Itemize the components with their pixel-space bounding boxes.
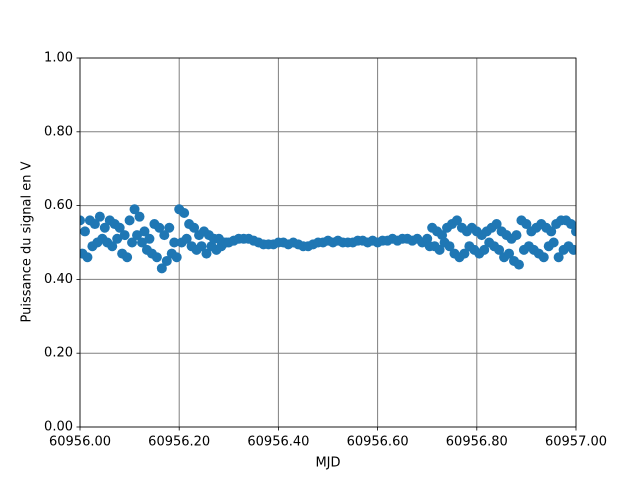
point bbox=[451, 215, 462, 226]
y-axis-label: Puissance du signal en V bbox=[20, 161, 35, 322]
point bbox=[114, 222, 125, 233]
point bbox=[568, 244, 576, 255]
point bbox=[80, 226, 90, 237]
y-tick-label: 0.60 bbox=[44, 198, 73, 213]
point bbox=[511, 230, 522, 241]
point bbox=[151, 252, 162, 263]
points bbox=[80, 204, 576, 274]
point bbox=[99, 222, 110, 233]
point bbox=[494, 244, 505, 255]
point bbox=[124, 215, 135, 226]
x-axis-label: MJD bbox=[315, 456, 340, 471]
point bbox=[553, 252, 564, 263]
point bbox=[132, 230, 143, 241]
point bbox=[139, 226, 150, 237]
point bbox=[122, 252, 133, 263]
point bbox=[491, 219, 502, 230]
point bbox=[154, 222, 165, 233]
point bbox=[112, 233, 123, 244]
x-tick-label: 60957.00 bbox=[545, 435, 607, 450]
point bbox=[513, 259, 524, 270]
point bbox=[107, 241, 118, 252]
point bbox=[459, 248, 470, 259]
point bbox=[127, 237, 138, 248]
point bbox=[134, 211, 145, 222]
y-tick-label: 0.00 bbox=[44, 420, 73, 435]
point bbox=[538, 252, 549, 263]
ticks: 60956.00 60956.20 60956.40 60956.60 60956.80… bbox=[44, 51, 607, 450]
point bbox=[94, 211, 105, 222]
x-tick-label: 60956.80 bbox=[446, 435, 508, 450]
y-tick-label: 0.80 bbox=[44, 124, 73, 139]
point bbox=[171, 252, 182, 263]
point bbox=[548, 237, 559, 248]
point bbox=[201, 248, 212, 259]
y-tick-label: 0.40 bbox=[44, 272, 73, 287]
point bbox=[566, 219, 576, 230]
point bbox=[546, 226, 557, 237]
point bbox=[196, 241, 207, 252]
point bbox=[161, 255, 172, 266]
y-tick-label: 1.00 bbox=[44, 51, 73, 66]
point bbox=[129, 204, 140, 215]
point bbox=[156, 263, 167, 274]
point bbox=[504, 248, 515, 259]
point bbox=[479, 244, 490, 255]
point bbox=[119, 230, 130, 241]
point bbox=[571, 226, 576, 237]
point bbox=[169, 237, 180, 248]
point bbox=[137, 237, 147, 248]
x-tick-label: 60956.20 bbox=[148, 435, 210, 450]
point bbox=[89, 219, 100, 230]
point bbox=[181, 233, 192, 244]
point bbox=[82, 252, 93, 263]
point bbox=[189, 222, 200, 233]
x-tick-label: 60956.40 bbox=[247, 435, 309, 450]
x-tick-label: 60956.00 bbox=[49, 435, 111, 450]
point bbox=[80, 215, 85, 226]
point bbox=[164, 222, 175, 233]
y-tick-label: 0.20 bbox=[44, 346, 73, 361]
point bbox=[179, 207, 190, 218]
point bbox=[159, 230, 170, 241]
point bbox=[444, 241, 455, 252]
point bbox=[434, 244, 445, 255]
point bbox=[521, 219, 532, 230]
x-tick-label: 60956.60 bbox=[347, 435, 409, 450]
point bbox=[144, 233, 155, 244]
axes-frame bbox=[79, 57, 577, 428]
